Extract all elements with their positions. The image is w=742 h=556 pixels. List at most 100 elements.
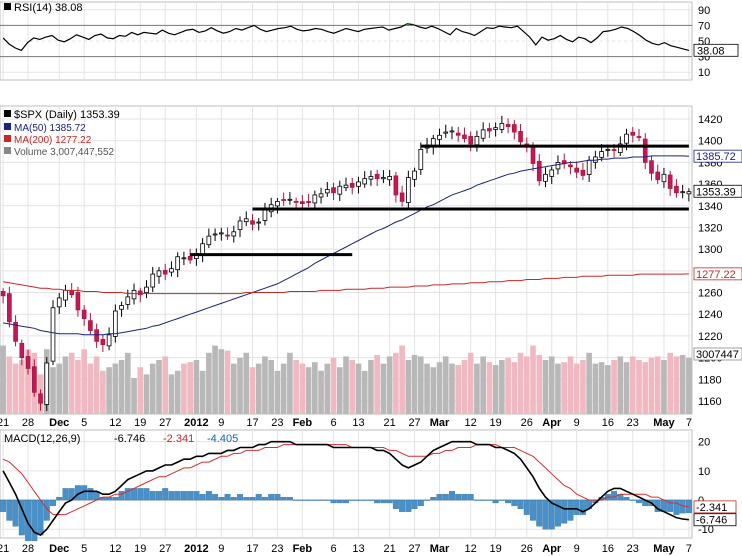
volume-bar: [305, 367, 312, 414]
x-tick-label: 28: [22, 417, 34, 429]
volume-bar: [318, 370, 324, 414]
volume-bar: [580, 360, 586, 414]
price-tick-label: 1300: [698, 244, 722, 256]
candle-body: [574, 167, 579, 173]
macd-histogram-bar: [249, 496, 256, 501]
volume-bar: [75, 360, 81, 414]
volume-bar: [499, 360, 505, 414]
candle-body: [617, 143, 623, 153]
x-tick-label: 6: [330, 417, 336, 429]
x-tick-label: 9: [218, 417, 224, 429]
macd-histogram-bar: [0, 499, 7, 512]
candle-body: [243, 218, 249, 223]
volume-bar: [181, 363, 187, 414]
macd-histogram-bar: [486, 499, 493, 501]
candle-body: [262, 209, 268, 221]
volume-bar: [411, 354, 418, 414]
rsi-last-value: 38.08: [697, 45, 725, 57]
macd-histogram-bar: [636, 499, 642, 504]
price-tick-label: 1420: [698, 114, 722, 126]
legend-ma200: MA(200) 1277.22: [14, 135, 92, 146]
volume-bar: [93, 356, 100, 414]
volume-bar: [368, 360, 374, 414]
volume-bar: [511, 362, 518, 414]
price-last-value: 1353.39: [696, 186, 736, 198]
price-last-tag: [693, 184, 742, 198]
volume-bar: [81, 349, 87, 414]
macd-tick-label: 10: [698, 466, 710, 478]
x-tick-label: 13: [352, 543, 364, 555]
candle-body: [474, 135, 480, 146]
volume-bar: [143, 374, 150, 414]
volume-bar: [6, 356, 13, 414]
volume-bar: [380, 363, 387, 414]
macd-histogram-bar: [255, 494, 262, 501]
volume-bar: [661, 360, 667, 414]
legend-ma50: MA(50) 1385.72: [14, 123, 86, 134]
macd-signal-last-value: -2.341: [696, 502, 727, 514]
macd-histogram-bar: [392, 499, 399, 509]
x-tick-label: 23: [627, 417, 639, 429]
candle-body: [81, 309, 87, 319]
macd-histogram-bar: [536, 499, 543, 527]
candle-body: [568, 164, 573, 168]
volume-bar: [424, 363, 430, 414]
macd-histogram-bar: [417, 499, 424, 507]
volume-bar: [274, 370, 281, 414]
candle-body: [162, 269, 168, 275]
legend-swatch-ma200: [4, 135, 11, 142]
candle-body: [306, 201, 311, 203]
candle-body: [187, 255, 193, 261]
macd-histogram-bar: [261, 496, 268, 501]
volume-bar: [174, 370, 181, 414]
candle-body: [237, 220, 243, 231]
macd-histogram-bar: [237, 494, 243, 501]
macd-signal-tag: [693, 500, 737, 514]
macd-histogram-bar: [442, 494, 449, 501]
candle-body: [374, 173, 380, 180]
volume-bar: [449, 363, 455, 414]
volume-bar: [343, 356, 349, 414]
x-tick-label: Mar: [430, 543, 450, 555]
volume-bar: [293, 360, 299, 414]
x-tick-label: 12: [109, 543, 121, 555]
macd-histogram-bar: [505, 499, 512, 504]
panel-frame-macd: [0, 429, 693, 539]
macd-histogram-bar: [25, 499, 32, 542]
macd-histogram-bar: [174, 491, 181, 501]
macd-histogram-bar: [18, 499, 25, 536]
x-tick-label: 27: [159, 417, 171, 429]
volume-bar: [629, 356, 636, 414]
macd-histogram-bar: [293, 499, 300, 501]
macd-histogram-bar: [530, 499, 536, 521]
macd-histogram-bar: [399, 499, 406, 512]
candle-body: [206, 235, 212, 246]
volume-bar: [280, 363, 287, 414]
volume-bar: [393, 352, 399, 414]
volume-bar: [224, 350, 231, 414]
candle-body: [256, 221, 262, 224]
rsi-tick-label: 90: [698, 5, 710, 17]
volume-bar: [262, 356, 268, 414]
candle-body: [368, 176, 374, 180]
macd-histogram-bar: [37, 499, 44, 536]
volume-bar: [442, 356, 449, 414]
volume-bar: [667, 352, 673, 414]
macd-histogram-bar: [567, 499, 574, 521]
macd-histogram-bar: [205, 491, 212, 501]
macd-histogram-bar: [149, 491, 156, 501]
volume-bar: [523, 356, 530, 414]
x-tick-label: 27: [408, 543, 420, 555]
macd-histogram-bar: [137, 488, 144, 501]
macd-value-3: -4.405: [207, 433, 238, 445]
macd-histogram-bar: [455, 494, 462, 501]
candle-body: [605, 148, 611, 151]
x-tick-label: Feb: [293, 543, 313, 555]
volume-bar: [56, 363, 63, 414]
volume-bar: [218, 349, 225, 414]
candle-body: [468, 136, 474, 145]
x-tick-label: Apr: [542, 417, 562, 429]
x-tick-label: 27: [408, 417, 420, 429]
macd-histogram-bar: [673, 499, 680, 515]
volume-bar: [536, 354, 543, 414]
